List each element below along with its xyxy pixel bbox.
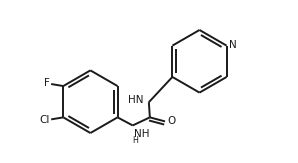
Text: N: N — [229, 40, 237, 50]
Text: O: O — [167, 116, 175, 126]
Text: Cl: Cl — [40, 115, 50, 125]
Text: NH: NH — [134, 129, 150, 139]
Text: HN: HN — [128, 95, 143, 105]
Text: F: F — [44, 78, 50, 88]
Text: H: H — [132, 136, 138, 145]
